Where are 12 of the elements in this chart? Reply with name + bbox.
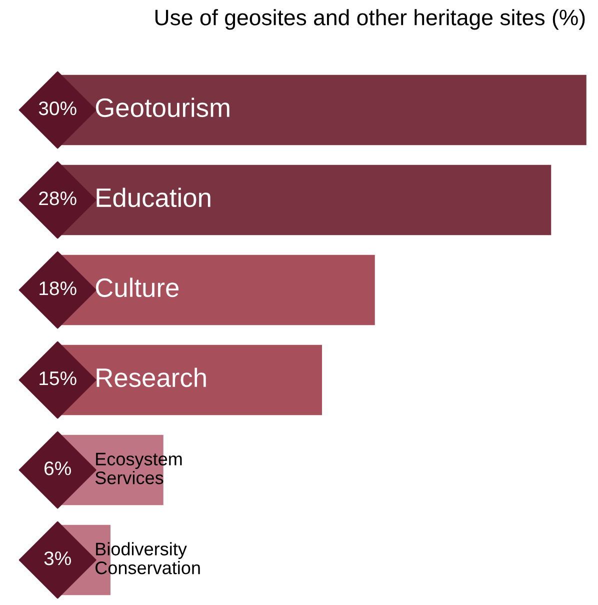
y-tick-label: Geotourism <box>96 98 230 118</box>
y-tick-label: Research <box>96 368 206 388</box>
data-label: 28% <box>39 191 76 206</box>
data-label: 3% <box>44 551 71 566</box>
y-tick-label: Biodiversity Conservation <box>96 542 200 574</box>
data-label: 6% <box>44 461 71 476</box>
data-label: 15% <box>40 372 76 386</box>
y-tick-label: Education <box>96 188 210 208</box>
data-label: 30% <box>38 101 76 116</box>
y-tick-label: Culture <box>96 278 179 298</box>
chart-title: Use of geosites and other heritage sites (%) <box>155 9 585 30</box>
data-label: 18% <box>40 281 76 296</box>
